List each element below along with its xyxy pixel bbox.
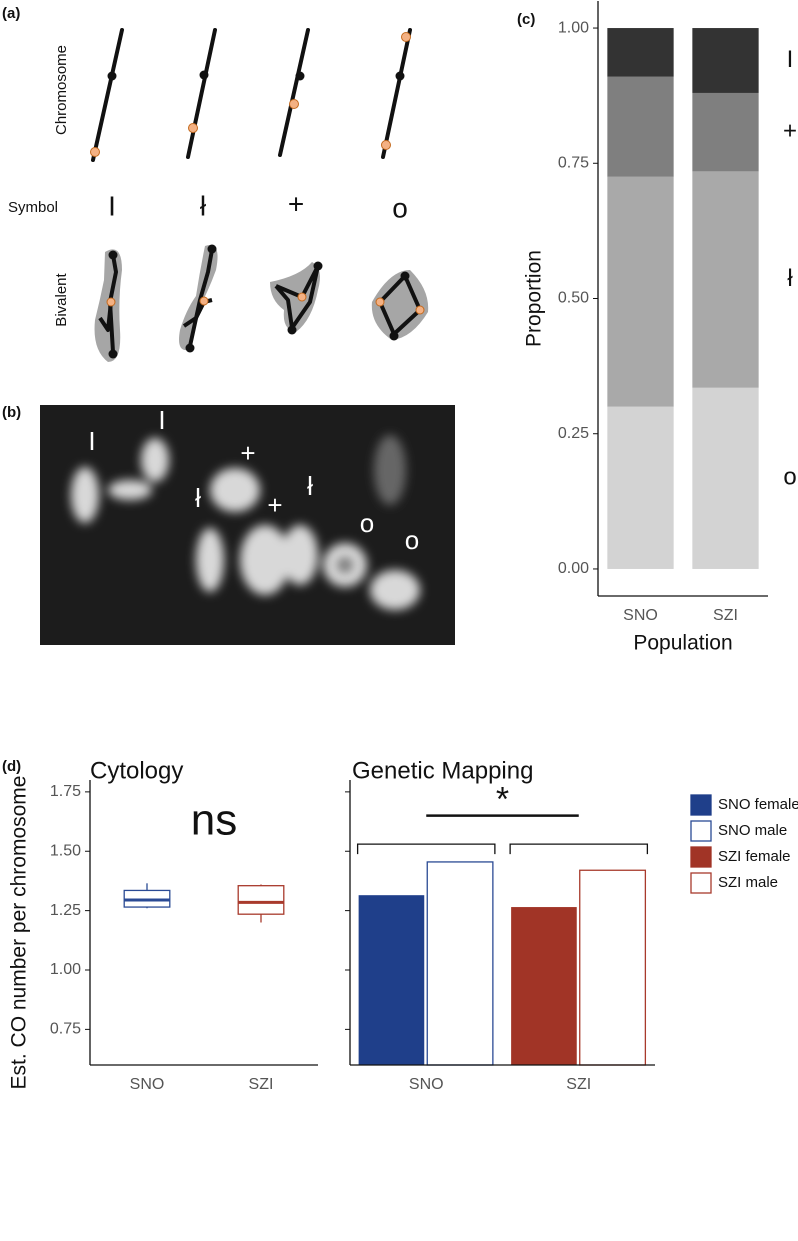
chart-title: Genetic Mapping: [352, 757, 533, 784]
panel-label: (d): [2, 758, 21, 775]
bivalent-lines: [98, 249, 422, 353]
chart-title: Cytology: [90, 757, 183, 784]
y-tick-label: 0.50: [558, 290, 589, 307]
bivalent-crossovers: [106, 292, 425, 315]
legend-label: SZI male: [718, 874, 778, 891]
bar: [579, 869, 647, 1066]
bracket: [356, 843, 496, 855]
legend-label: +: [783, 118, 797, 145]
x-tick-label: SZI: [566, 1076, 591, 1093]
box-chart: 0.75 1.00 1.25 1.50 1.75 SNO SZI Cytology ns Est.…: [8, 757, 318, 1093]
marker: ł: [195, 483, 201, 513]
row-label: Chromosome: [53, 45, 70, 135]
y-tick-label: 0.75: [50, 1021, 81, 1038]
symbol: +: [288, 188, 304, 219]
y-tick-label: 1.00: [558, 19, 589, 36]
marker: I: [158, 405, 165, 435]
y-tick-label: 1.00: [50, 961, 81, 978]
bracket: [509, 843, 649, 855]
y-axis-title: Est. CO number per chromosome: [8, 776, 31, 1090]
x-tick-label: SNO: [409, 1076, 444, 1093]
annotation: *: [496, 780, 509, 818]
x-tick-label: SZI: [249, 1076, 274, 1093]
chromosomes: [91, 28, 412, 162]
y-tick-label: 0.00: [558, 560, 589, 577]
legend-swatch: [690, 794, 712, 816]
legend-label: SNO male: [718, 822, 787, 839]
legend-label: SNO female: [718, 796, 798, 813]
y-tick-label: 0.75: [558, 154, 589, 171]
y-tick-label: 1.25: [50, 902, 81, 919]
panel-label: (b): [2, 404, 21, 421]
micrograph-markers: I Ił + + ł o o: [88, 405, 419, 555]
y-tick-label: 1.75: [50, 783, 81, 800]
x-axis-title: Population: [633, 632, 732, 655]
crossovers: [90, 32, 411, 157]
bar-segment: [607, 406, 674, 569]
bar-segment: [692, 92, 759, 172]
legend-swatch: [690, 846, 712, 868]
x-tick-label: SZI: [713, 607, 738, 624]
marker: I: [88, 426, 95, 456]
row-label: Symbol: [8, 199, 58, 216]
symbol: I: [108, 190, 116, 221]
stacked-bar-chart: 0.00 0.25 0.50 0.75 1.00 o ł + I SNO SZI Proportion…: [523, 1, 797, 655]
box: [237, 885, 285, 915]
bar: [511, 907, 577, 1065]
legend-swatch: [690, 872, 712, 894]
legend-label: o: [783, 464, 796, 491]
marker: o: [405, 525, 419, 555]
bar: [358, 895, 425, 1065]
symbol: o: [392, 192, 408, 223]
panel-label: (a): [2, 5, 20, 22]
x-tick-label: SNO: [623, 607, 658, 624]
y-axis-title: Proportion: [523, 250, 546, 347]
bivalent-dots: [108, 244, 410, 359]
legend-label: SZI female: [718, 848, 791, 865]
bar-segment: [692, 171, 759, 388]
legend-label: ł: [787, 265, 793, 292]
annotation: ns: [191, 795, 237, 844]
chromosome-blobs: [71, 435, 420, 610]
legend-label: I: [787, 46, 794, 73]
x-tick-label: SNO: [130, 1076, 165, 1093]
marker: +: [267, 490, 282, 520]
panel-label: (c): [517, 11, 535, 28]
bar-segment: [607, 176, 674, 407]
bar-segment: [692, 387, 759, 569]
bar-segment: [692, 28, 759, 93]
row-label: Bivalent: [53, 272, 70, 326]
blob-hole: [337, 557, 353, 573]
marker: +: [240, 438, 255, 468]
bar: [426, 861, 494, 1066]
y-tick-label: 0.25: [558, 425, 589, 442]
marker: ł: [307, 471, 313, 501]
bar-chart: SNO SZI *Genetic Mapping SNO female SNO male…: [345, 757, 798, 1093]
legend-swatch: [690, 820, 712, 842]
y-tick-label: 1.50: [50, 842, 81, 859]
bar-segment: [607, 28, 674, 77]
centromeres: [107, 70, 405, 81]
marker: o: [360, 508, 374, 538]
bar-segment: [607, 76, 674, 177]
symbol: ł: [200, 190, 207, 221]
